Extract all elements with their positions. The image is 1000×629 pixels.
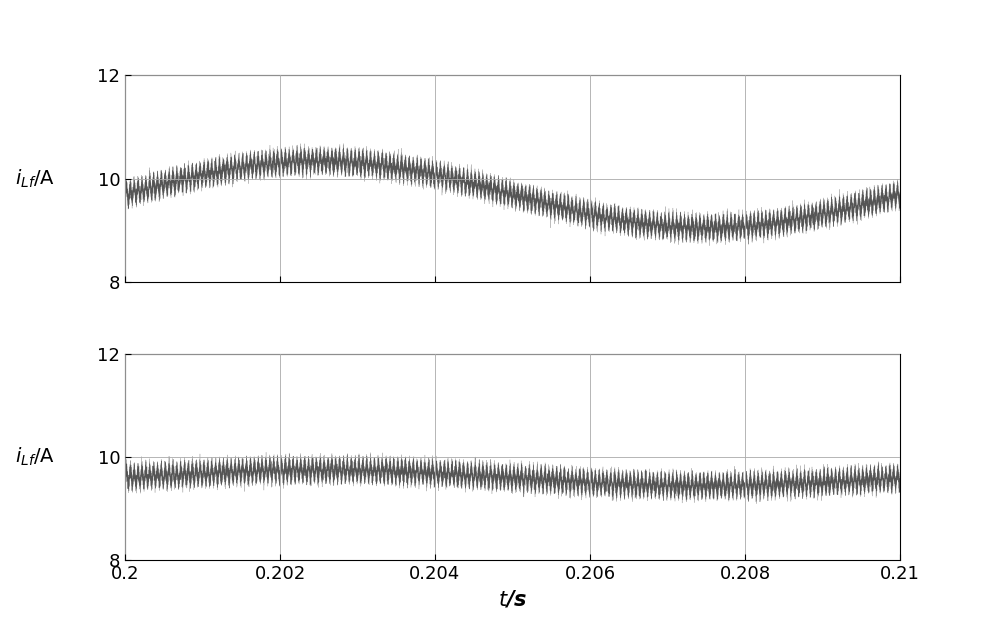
Y-axis label: $i_{Lf}$/A: $i_{Lf}$/A — [15, 167, 55, 190]
Y-axis label: $i_{Lf}$/A: $i_{Lf}$/A — [15, 445, 55, 468]
X-axis label: $t$/s: $t$/s — [498, 588, 527, 610]
